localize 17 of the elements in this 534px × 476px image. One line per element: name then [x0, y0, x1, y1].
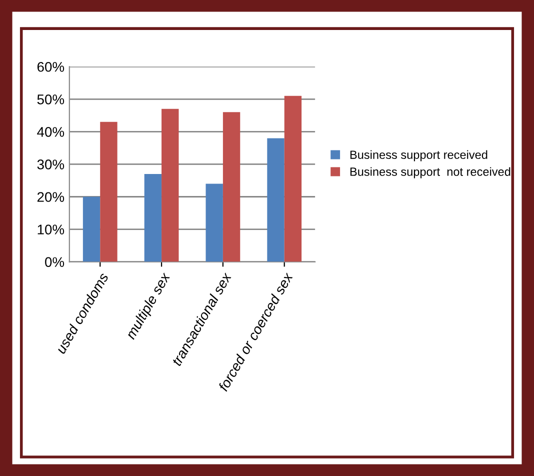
bar — [100, 122, 118, 262]
y-tick-label: 20% — [37, 192, 64, 202]
y-tick-label: 10% — [38, 224, 64, 234]
bar — [267, 138, 284, 262]
y-tick-label: 60% — [37, 62, 64, 72]
bar — [144, 174, 162, 262]
legend-label: Business support received — [350, 150, 488, 162]
legend-label: Business support not received — [350, 167, 510, 178]
y-tick-label: 50% — [37, 94, 64, 104]
bar — [284, 96, 302, 262]
bar — [222, 112, 240, 262]
y-tick-label: 40% — [37, 127, 64, 137]
y-tick-label: 30% — [37, 160, 64, 170]
bar — [206, 184, 223, 262]
bar — [162, 108, 179, 262]
bar — [82, 196, 100, 262]
y-tick-label: 0% — [45, 257, 64, 267]
